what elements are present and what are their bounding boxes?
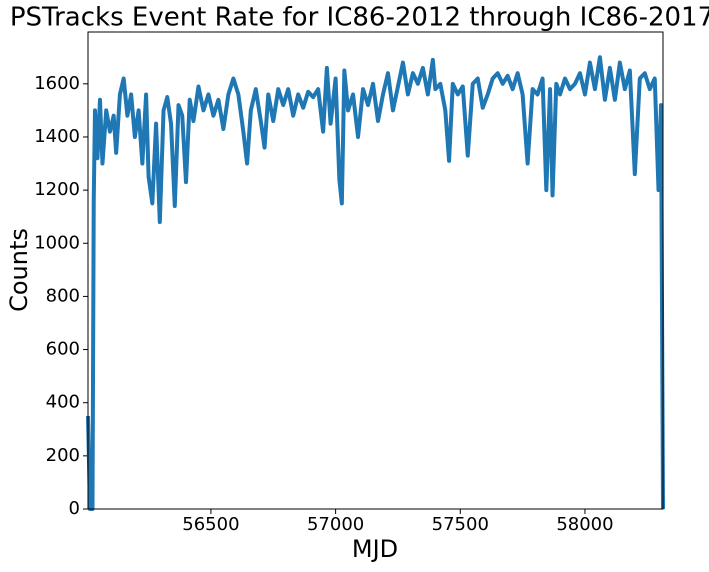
y-tick-label: 0 (69, 498, 80, 519)
y-tick-label: 1200 (34, 179, 80, 200)
y-tick-label: 400 (46, 392, 80, 413)
y-tick-label: 1000 (34, 232, 80, 253)
x-axis-label: MJD (352, 535, 398, 563)
x-tick-label: 58000 (556, 514, 613, 535)
y-tick-label: 200 (46, 445, 80, 466)
chart-title: PSTracks Event Rate for IC86-2012 throug… (10, 3, 709, 33)
y-tick-label: 800 (46, 285, 80, 306)
x-tick-label: 57500 (432, 514, 489, 535)
plot-frame (87, 31, 664, 510)
y-axis-label: Counts (5, 228, 33, 312)
x-tick-label: 57000 (307, 514, 364, 535)
y-tick-label: 600 (46, 339, 80, 360)
y-tick-label: 1400 (34, 126, 80, 147)
y-tick-label: 1600 (34, 73, 80, 94)
data-line (86, 55, 665, 511)
x-tick-label: 56500 (182, 514, 239, 535)
